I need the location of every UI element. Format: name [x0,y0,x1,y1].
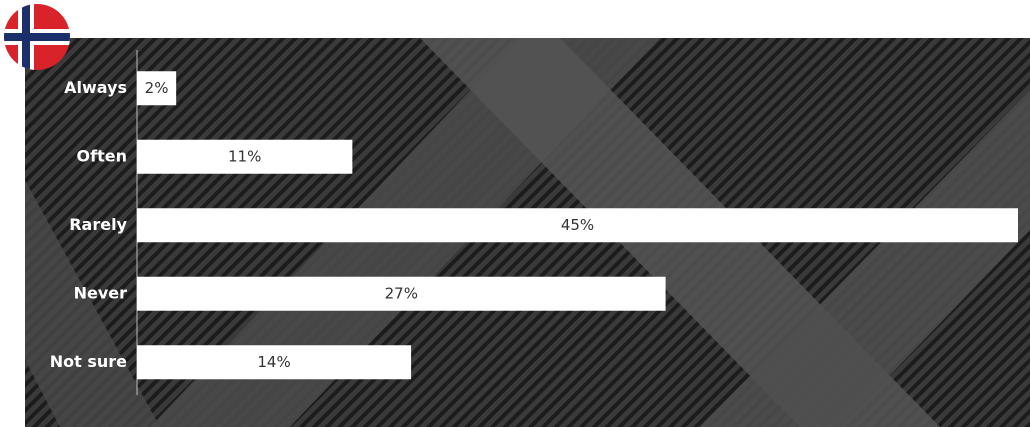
category-label: Always [64,78,127,97]
value-label: 11% [228,147,261,165]
category-label: Often [77,146,127,165]
value-label: 2% [145,79,169,97]
value-label: 45% [561,216,594,234]
category-label: Rarely [69,215,127,234]
category-label: Never [74,283,128,302]
bar [137,71,177,106]
bar [137,276,666,311]
bar [137,139,353,174]
value-label: 27% [385,284,418,302]
value-label: 14% [257,353,290,371]
flag-icon [4,4,70,70]
bar [137,208,1018,243]
category-label: Not sure [50,352,127,371]
bar [137,345,412,380]
